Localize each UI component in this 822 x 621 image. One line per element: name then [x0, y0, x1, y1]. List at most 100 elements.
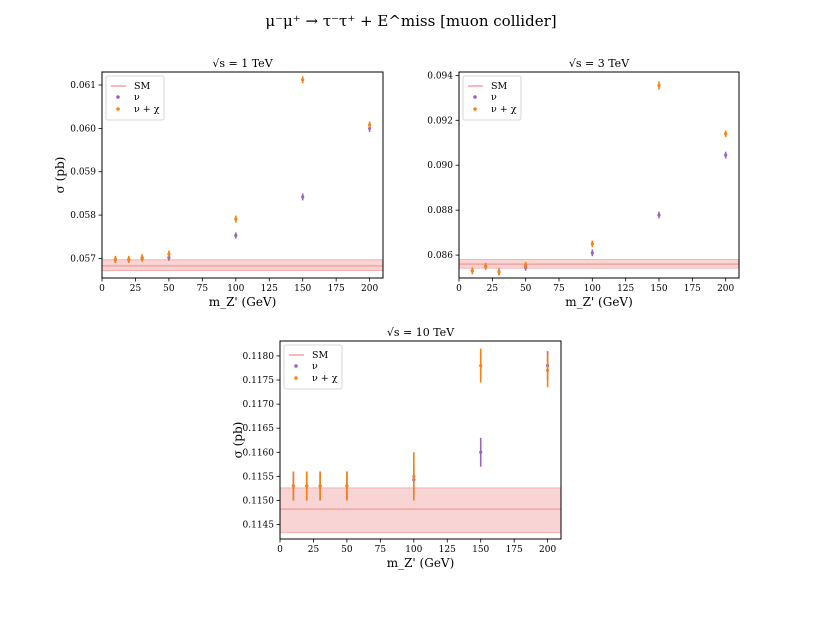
x-tick-label: 75 — [375, 545, 387, 555]
legend-nu-label: ν — [134, 92, 140, 103]
x-axis-label: m_Z' (GeV) — [387, 556, 455, 570]
data-point-nu-chi — [234, 217, 238, 221]
figure-title: μ⁻μ⁺ → τ⁻τ⁺ + E^miss [muon collider] — [265, 12, 556, 30]
x-tick-label: 50 — [341, 545, 353, 555]
data-point-nu-chi — [524, 263, 528, 267]
y-tick-label: 0.057 — [70, 254, 96, 264]
y-axis-label: σ (pb) — [231, 422, 245, 459]
y-tick-label: 0.1175 — [243, 376, 275, 386]
legend-nu-swatch — [116, 95, 120, 99]
y-tick-label: 0.092 — [427, 116, 453, 126]
panel-2: 0 25 50 75 100 125 150 175 200 0.086 0.088 0.090 0.0… — [427, 57, 740, 309]
data-point-nu-chi — [113, 257, 117, 261]
x-tick-label: 75 — [553, 284, 565, 294]
legend-nu-chi-label: ν + χ — [134, 104, 160, 115]
legend-nu-label: ν — [491, 92, 497, 103]
data-point-nu-chi — [484, 264, 488, 268]
x-tick-label: 175 — [684, 284, 701, 294]
legend-nu-chi-swatch — [116, 107, 120, 111]
y-axis-label: σ (pb) — [53, 157, 67, 194]
x-tick-label: 175 — [328, 284, 345, 294]
y-tick-label: 0.058 — [70, 211, 96, 221]
x-tick-label: 125 — [617, 284, 634, 294]
data-point-nu — [479, 450, 483, 454]
data-point-nu-chi — [470, 269, 474, 273]
plot-area — [459, 81, 739, 276]
legend-sm-label: SM — [312, 350, 329, 361]
sm-band — [280, 487, 561, 534]
data-point-nu — [724, 153, 728, 157]
y-tick-label: 0.086 — [427, 251, 453, 261]
data-point-nu-chi — [546, 368, 550, 372]
y-tick-label: 0.059 — [70, 168, 96, 178]
x-tick-label: 100 — [584, 284, 601, 294]
plot-area — [280, 348, 561, 534]
data-point-nu-chi — [590, 242, 594, 246]
data-point-nu-chi — [318, 484, 322, 488]
y-tick-label: 0.1155 — [243, 472, 275, 482]
data-point-nu-chi — [497, 270, 501, 274]
data-point-nu-chi — [368, 123, 372, 127]
data-point-nu — [301, 195, 305, 199]
x-tick-label: 175 — [506, 545, 523, 555]
data-point-nu — [657, 213, 661, 217]
y-tick-label: 0.1180 — [243, 352, 275, 362]
y-tick-label: 0.1145 — [243, 521, 275, 531]
y-tick-label: 0.1170 — [243, 400, 275, 410]
legend-sm-label: SM — [134, 81, 151, 92]
legend-nu-swatch — [294, 364, 298, 368]
legend-nu-chi-label: ν + χ — [312, 373, 338, 384]
x-tick-label: 200 — [361, 284, 378, 294]
data-point-nu-chi — [127, 257, 131, 261]
y-tick-label: 0.1160 — [243, 448, 275, 458]
data-point-nu-chi — [301, 78, 305, 82]
x-tick-label: 25 — [487, 284, 499, 294]
x-tick-label: 25 — [308, 545, 320, 555]
y-tick-label: 0.060 — [70, 124, 96, 134]
panel-3: 0 25 50 75 100 125 150 175 200 0.1145 0.1150 0.1155… — [231, 326, 562, 570]
x-tick-label: 0 — [99, 284, 105, 294]
legend-nu-swatch — [473, 95, 477, 99]
data-point-nu-chi — [479, 363, 483, 368]
legend-box — [462, 75, 522, 121]
x-tick-label: 100 — [227, 284, 244, 294]
axes-frame — [101, 71, 384, 279]
legend-nu-chi-swatch — [294, 376, 298, 380]
legend-box — [283, 344, 343, 390]
x-axis-label: m_Z' (GeV) — [565, 295, 633, 309]
y-tick-label: 0.094 — [427, 71, 453, 81]
y-tick-label: 0.1165 — [243, 424, 275, 434]
legend-nu-chi-swatch — [473, 107, 477, 111]
data-point-nu-chi — [412, 474, 416, 478]
x-tick-label: 100 — [405, 545, 422, 555]
y-tick-label: 0.088 — [427, 206, 453, 216]
y-tick-label: 0.061 — [70, 81, 96, 91]
data-point-nu-chi — [140, 256, 144, 260]
x-tick-label: 150 — [650, 284, 667, 294]
x-tick-label: 200 — [539, 545, 556, 555]
x-tick-label: 150 — [472, 545, 489, 555]
x-tick-label: 125 — [261, 284, 278, 294]
x-tick-label: 50 — [520, 284, 532, 294]
x-tick-label: 200 — [717, 284, 734, 294]
data-point-nu-chi — [305, 484, 309, 488]
axes-frame — [279, 340, 562, 540]
y-tick-label: 0.090 — [427, 161, 453, 171]
legend-nu-chi-label: ν + χ — [491, 104, 517, 115]
panel-title: √s = 1 TeV — [212, 57, 273, 70]
data-point-nu-chi — [724, 132, 728, 136]
data-point-nu-chi — [291, 484, 295, 488]
x-tick-label: 125 — [439, 545, 456, 555]
x-tick-label: 25 — [130, 284, 142, 294]
data-point-nu-chi — [657, 83, 661, 88]
axes-frame — [458, 71, 740, 279]
data-point-nu — [234, 233, 238, 238]
legend-nu-label: ν — [312, 361, 318, 372]
x-tick-label: 75 — [197, 284, 209, 294]
plot-area — [102, 76, 383, 272]
x-tick-label: 0 — [456, 284, 462, 294]
x-tick-label: 0 — [277, 545, 283, 555]
y-tick-label: 0.1150 — [243, 496, 275, 506]
